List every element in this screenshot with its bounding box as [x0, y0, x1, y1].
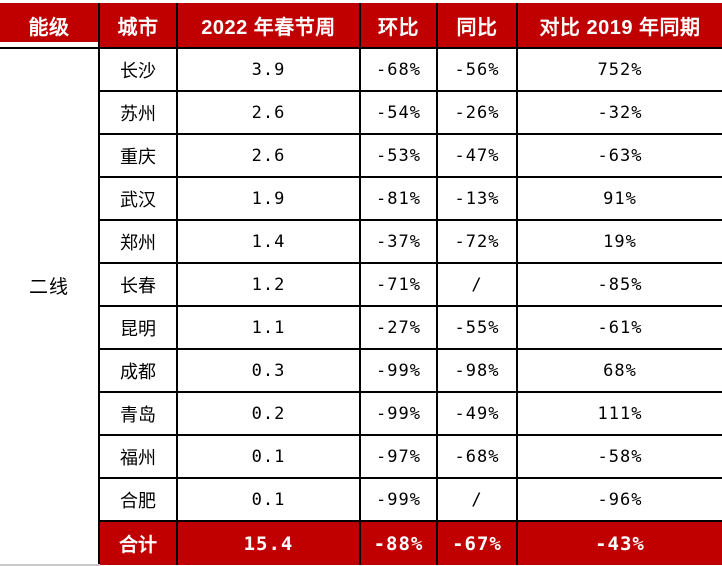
vs2019-cell: -61%: [516, 305, 722, 350]
mom-cell: -27%: [359, 305, 438, 350]
table-row: 青岛 0.2 -99% -49% 111%: [0, 391, 722, 436]
mom-cell: -99%: [359, 348, 438, 393]
city-cell: 福州: [98, 434, 178, 479]
header-row: 能级 城市 2022 年春节周 环比 同比 对比 2019 年同期: [0, 3, 722, 49]
total-mom-cell: -88%: [359, 520, 438, 565]
vs2019-cell: -96%: [516, 477, 722, 522]
table-row: 郑州 1.4 -37% -72% 19%: [0, 219, 722, 264]
mom-cell: -37%: [359, 219, 438, 264]
vs2019-cell: 91%: [516, 176, 722, 221]
vs2019-cell: 19%: [516, 219, 722, 264]
total-label: 合计: [98, 520, 178, 565]
header-tier: 能级: [0, 3, 100, 49]
tier-cell: 二线: [0, 47, 100, 521]
mom-cell: -71%: [359, 262, 438, 307]
vs2019-cell: 752%: [516, 47, 722, 92]
header-vs2019: 对比 2019 年同期: [516, 3, 722, 49]
total-yoy-cell: -67%: [436, 520, 518, 565]
week-cell: 0.1: [176, 477, 361, 522]
city-cell: 长沙: [98, 47, 178, 92]
table-row: 合肥 0.1 -99% / -96%: [0, 477, 722, 522]
mom-cell: -99%: [359, 477, 438, 522]
header-city: 城市: [98, 3, 178, 49]
yoy-cell: -56%: [436, 47, 518, 92]
total-week-cell: 15.4: [176, 520, 361, 565]
city-cell: 重庆: [98, 133, 178, 178]
table-row: 武汉 1.9 -81% -13% 91%: [0, 176, 722, 221]
mom-cell: -54%: [359, 90, 438, 135]
city-cell: 昆明: [98, 305, 178, 350]
city-stats-table: 能级 城市 2022 年春节周 环比 同比 对比 2019 年同期 二线 长沙 3.…: [0, 3, 722, 566]
city-cell: 武汉: [98, 176, 178, 221]
city-cell: 郑州: [98, 219, 178, 264]
table-row: 昆明 1.1 -27% -55% -61%: [0, 305, 722, 350]
vs2019-cell: -85%: [516, 262, 722, 307]
mom-cell: -97%: [359, 434, 438, 479]
vs2019-cell: 68%: [516, 348, 722, 393]
yoy-cell: /: [436, 262, 518, 307]
blank-cell: [0, 521, 99, 566]
vs2019-cell: -32%: [516, 90, 722, 135]
vs2019-cell: -63%: [516, 133, 722, 178]
yoy-cell: -47%: [436, 133, 518, 178]
week-cell: 0.3: [176, 348, 361, 393]
mom-cell: -68%: [359, 47, 438, 92]
week-cell: 1.2: [176, 262, 361, 307]
yoy-cell: -68%: [436, 434, 518, 479]
mom-cell: -53%: [359, 133, 438, 178]
header-mom: 环比: [359, 3, 438, 49]
vs2019-cell: 111%: [516, 391, 722, 436]
header-yoy: 同比: [436, 3, 518, 49]
table-header: 能级 城市 2022 年春节周 环比 同比 对比 2019 年同期: [0, 3, 722, 49]
week-cell: 0.1: [176, 434, 361, 479]
city-cell: 合肥: [98, 477, 178, 522]
week-cell: 1.4: [176, 219, 361, 264]
week-cell: 1.1: [176, 305, 361, 350]
mom-cell: -81%: [359, 176, 438, 221]
table-row: 二线 长沙 3.9 -68% -56% 752%: [0, 47, 722, 521]
city-cell: 长春: [98, 262, 178, 307]
city-cell: 苏州: [98, 90, 178, 135]
yoy-cell: -72%: [436, 219, 518, 264]
yoy-cell: -55%: [436, 305, 518, 350]
table-row: 重庆 2.6 -53% -47% -63%: [0, 133, 722, 178]
week-cell: 0.2: [176, 391, 361, 436]
table-row: 福州 0.1 -97% -68% -58%: [0, 434, 722, 479]
yoy-cell: -49%: [436, 391, 518, 436]
header-week2022: 2022 年春节周: [176, 3, 361, 49]
mom-cell: -99%: [359, 391, 438, 436]
total-vs2019-cell: -43%: [516, 520, 722, 565]
city-cell: 青岛: [98, 391, 178, 436]
table-row: 苏州 2.6 -54% -26% -32%: [0, 90, 722, 135]
yoy-cell: /: [436, 477, 518, 522]
total-row: 合计 15.4 -88% -67% -43%: [0, 520, 722, 566]
city-cell: 成都: [98, 348, 178, 393]
yoy-cell: -98%: [436, 348, 518, 393]
week-cell: 1.9: [176, 176, 361, 221]
yoy-cell: -13%: [436, 176, 518, 221]
table-row: 成都 0.3 -99% -98% 68%: [0, 348, 722, 393]
table-footer: 合计 15.4 -88% -67% -43%: [0, 520, 722, 566]
yoy-cell: -26%: [436, 90, 518, 135]
week-cell: 3.9: [176, 47, 361, 92]
week-cell: 2.6: [176, 133, 361, 178]
week-cell: 2.6: [176, 90, 361, 135]
vs2019-cell: -58%: [516, 434, 722, 479]
table-body: 二线 长沙 3.9 -68% -56% 752% 苏州 2.6 -54% -26% -32% 重庆 2.…: [0, 47, 722, 522]
table-row: 长春 1.2 -71% / -85%: [0, 262, 722, 307]
